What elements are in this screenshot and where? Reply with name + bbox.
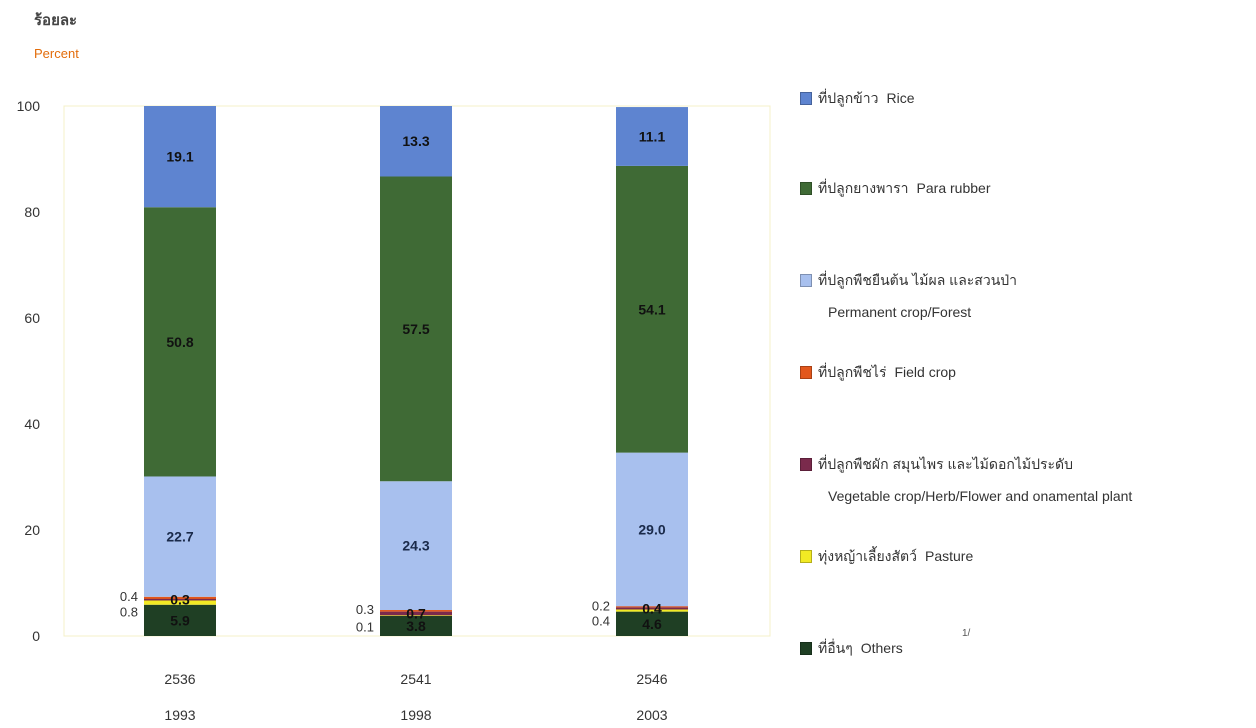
data-label: 13.3 [402,133,429,149]
bar-segment [144,604,216,636]
x-tick-label: 2546 [636,671,667,687]
bar-segment [380,609,452,612]
x-tick-label-en: 1998 [400,707,431,723]
bar-segment [616,607,688,610]
bar-segment [616,107,688,166]
y-tick-label: 40 [24,416,40,432]
legend-item-permanent-crop: ที่ปลูกพืชยืนต้น ไม้ผล และสวนป่า Permane… [800,270,1025,320]
x-tick-label: 2536 [164,671,195,687]
data-label: 0.7 [406,605,426,621]
legend-item-field-crop: ที่ปลูกพืชไร่ Field crop [800,362,956,384]
legend-label-thai: ที่ปลูกยางพารา [818,180,909,196]
bar-segment [380,615,452,636]
data-label-outside: 0.1 [356,619,374,634]
legend-swatch-para-rubber [800,182,812,195]
legend-label-thai: ที่ปลูกพืชไร่ [818,364,887,380]
y-axis-label-english: Percent [34,46,79,61]
y-tick-label: 20 [24,522,40,538]
legend-swatch-others [800,642,812,655]
legend-label-thai: ที่ปลูกพืชผัก สมุนไพร และไม้ดอกไม้ประดับ [818,456,1074,472]
legend-swatch-permanent-crop [800,274,812,287]
data-label-outside: 0.8 [120,604,138,619]
legend-item-para-rubber: ที่ปลูกยางพารา Para rubber [800,178,990,200]
legend-label-thai: ที่อื่นๆ [818,640,853,656]
legend-swatch-field-crop [800,366,812,379]
y-tick-label: 100 [17,98,41,114]
bar-segment [144,600,216,605]
data-label: 3.8 [406,618,426,634]
bar-segment [144,596,216,599]
legend-swatch-vegetable-crop [800,458,812,471]
data-label: 50.8 [166,334,193,350]
legend-label-en: Others [860,640,903,656]
data-label: 11.1 [639,128,666,144]
bar-segment [616,452,688,607]
legend-swatch-pasture [800,550,812,563]
bar-segment [380,481,452,611]
data-label: 54.1 [638,301,665,317]
legend-label-thai: ที่ปลูกข้าว [818,90,879,106]
y-tick-label: 80 [24,204,40,220]
bar-segment [616,605,688,608]
legend-label-thai: ที่ปลูกพืชยืนต้น ไม้ผล และสวนป่า [818,272,1018,288]
bar-segment [144,598,216,601]
legend-label-en: Rice [886,90,915,106]
footnote-marker: 1/ [962,628,971,639]
legend-label-en: Permanent crop/Forest [828,304,972,320]
y-tick-label: 60 [24,310,40,326]
data-label-outside: 0.4 [120,589,138,604]
x-tick-label-en: 2003 [636,707,667,723]
legend-item-pasture: ทุ่งหญ้าเลี้ยงสัตว์ Pasture [800,546,973,568]
bar-segment [144,476,216,597]
data-label-outside: 0.2 [592,598,610,613]
bar-segment [380,106,452,177]
legend-label-en: Vegetable crop/Herb/Flower and onamental… [828,488,1133,504]
bar-segment [380,611,452,616]
bar-segment [144,207,216,477]
data-label: 19.1 [166,149,193,165]
bar-segment [380,176,452,482]
data-label-outside: 0.3 [356,602,374,617]
legend-label-en: Pasture [924,548,974,564]
data-label: 57.5 [402,321,429,337]
legend: ที่ปลูกข้าว Rice ที่ปลูกยางพารา Para rubbe… [800,0,1256,728]
y-axis-label-thai: ร้อยละ [34,12,78,29]
legend-item-vegetable-crop: ที่ปลูกพืชผัก สมุนไพร และไม้ดอกไม้ประดับ… [800,454,1132,504]
data-label: 0.4 [642,600,662,616]
bar-segment [144,106,216,208]
data-label: 4.6 [642,616,662,632]
legend-label-en: Para rubber [916,180,991,196]
legend-item-others: ที่อื่นๆ Others [800,638,903,660]
data-label: 22.7 [166,529,193,545]
bar-segment [616,165,688,453]
bar-segment [616,611,688,636]
x-tick-label-en: 1993 [164,707,195,723]
x-tick-label: 2541 [400,671,431,687]
legend-swatch-rice [800,92,812,105]
data-label: 0.3 [170,592,190,608]
bar-segment [616,609,688,612]
legend-label-thai: ทุ่งหญ้าเลี้ยงสัตว์ [818,548,917,564]
data-label: 29.0 [638,521,665,537]
data-label: 5.9 [170,612,190,628]
data-label: 24.3 [402,538,429,554]
legend-label-en: Field crop [894,364,956,380]
y-tick-label: 0 [32,628,40,644]
legend-item-rice: ที่ปลูกข้าว Rice [800,88,914,110]
data-label-outside: 0.4 [592,614,610,629]
